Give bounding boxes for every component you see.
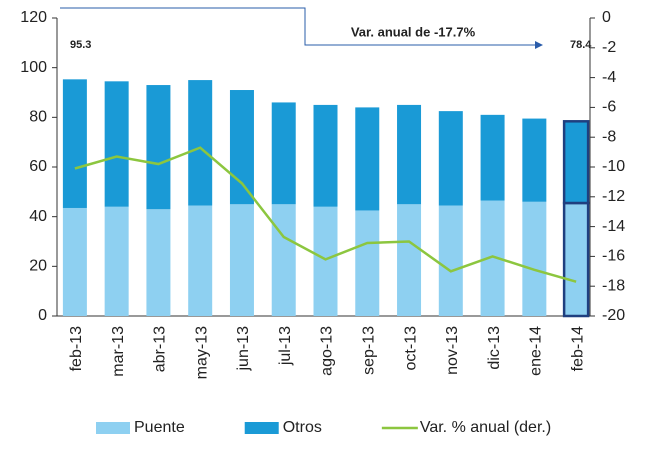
bar — [522, 201, 547, 316]
arrow-head — [535, 41, 543, 49]
y2-tick-label: -16 — [602, 248, 625, 265]
legend-label: Var. % anual (der.) — [420, 419, 551, 436]
y-tick-label: 20 — [29, 258, 47, 275]
bar — [562, 201, 590, 318]
bar — [313, 104, 338, 207]
legend-label: Otros — [283, 419, 322, 436]
y2-tick-label: -12 — [602, 188, 625, 205]
bar — [480, 114, 505, 201]
bar — [438, 111, 463, 206]
y2-tick-label: -2 — [602, 39, 616, 56]
bar — [397, 104, 422, 205]
y2-tick-label: -4 — [602, 69, 616, 86]
annotation-box — [318, 22, 508, 44]
bar — [397, 204, 422, 316]
x-tick-label: mar-13 — [110, 326, 127, 377]
bar — [188, 205, 213, 316]
x-tick-label: may-13 — [193, 326, 210, 379]
legend-label: Puente — [134, 419, 185, 436]
y-tick-label: 60 — [29, 158, 47, 175]
bar — [62, 207, 87, 316]
bar — [562, 120, 590, 205]
annotation-arrow — [60, 7, 535, 46]
legend-swatch — [96, 422, 130, 434]
bar — [271, 204, 296, 316]
x-tick-label: feb-13 — [68, 326, 85, 371]
x-tick-label: ene-14 — [528, 326, 545, 376]
x-tick-label: feb-14 — [569, 326, 586, 371]
bar — [438, 205, 463, 316]
y2-tick-label: -10 — [602, 158, 625, 175]
y-tick-label: 120 — [20, 9, 47, 26]
y2-tick-label: -20 — [602, 307, 625, 324]
bar — [146, 85, 171, 210]
x-tick-label: jul-13 — [277, 326, 294, 366]
annotation: 78.4 — [570, 39, 592, 51]
bar — [271, 102, 296, 205]
x-tick-label: ago-13 — [319, 326, 336, 376]
y2-tick-label: -8 — [602, 128, 616, 145]
bar — [146, 209, 171, 316]
x-tick-label: dic-13 — [486, 326, 503, 370]
bar — [188, 80, 213, 206]
y-tick-label: 40 — [29, 208, 47, 225]
y-tick-label: 100 — [20, 59, 47, 76]
bar — [522, 118, 547, 202]
x-tick-label: sep-13 — [360, 326, 377, 375]
x-tick-label: abr-13 — [152, 326, 169, 372]
bar — [229, 90, 254, 205]
x-tick-label: nov-13 — [444, 326, 461, 375]
bar — [104, 81, 129, 207]
bar — [355, 210, 380, 316]
bar — [104, 206, 129, 316]
annotation: 95.3 — [70, 39, 91, 51]
bar — [62, 79, 87, 208]
x-tick-label: jun-13 — [235, 326, 252, 372]
bar — [355, 107, 380, 211]
y2-tick-label: 0 — [602, 9, 611, 26]
y-tick-label: 0 — [38, 307, 47, 324]
line — [74, 146, 577, 283]
y2-tick-label: -18 — [602, 277, 625, 294]
annotation: Var. anual de -17.7% — [351, 24, 476, 39]
legend-swatch — [244, 422, 279, 434]
y2-tick-label: -14 — [602, 218, 625, 235]
bar — [229, 204, 254, 316]
y-tick-label: 80 — [29, 109, 47, 126]
y2-tick-label: -6 — [602, 99, 616, 116]
bar — [313, 206, 338, 316]
x-tick-label: oct-13 — [402, 326, 419, 371]
